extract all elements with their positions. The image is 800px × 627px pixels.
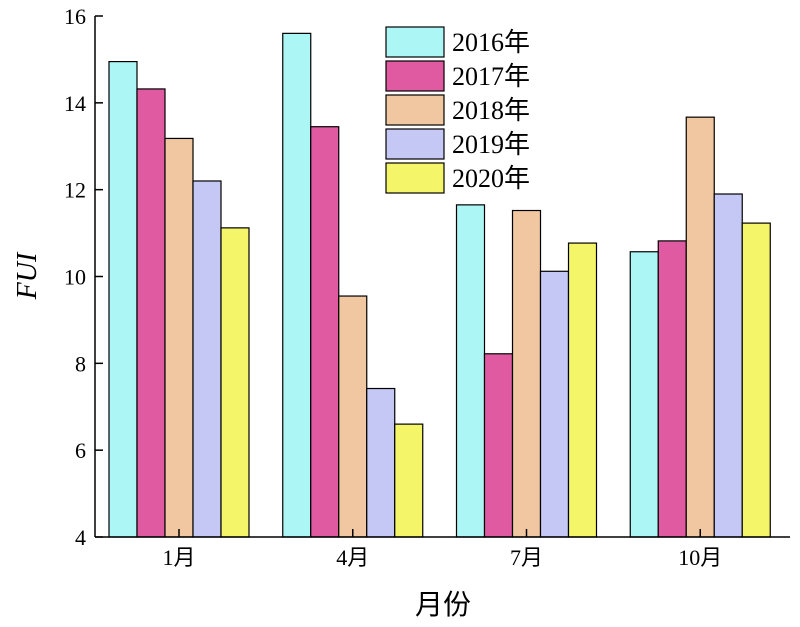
x-tick-label: 7月 [510, 545, 543, 570]
y-ticks-group: 4 6 8 10 12 14 16 [64, 4, 103, 550]
y-tick-label: 4 [75, 525, 86, 550]
x-tick-label: 1月 [162, 545, 195, 570]
bar-2019年-10月 [713, 193, 743, 538]
legend-swatch [385, 26, 445, 58]
bar-2017年-4月 [310, 126, 340, 538]
y-axis-title: FUI [12, 251, 43, 300]
bar-2017年-7月 [483, 353, 514, 538]
bar-2019年-1月 [192, 180, 222, 538]
legend-label: 2017年 [452, 62, 530, 91]
bar-2016年-7月 [455, 204, 486, 538]
y-tick-label: 6 [75, 438, 86, 463]
bar-2018年-4月 [338, 295, 368, 538]
bar-2020年-4月 [394, 423, 424, 538]
y-tick-label: 10 [64, 265, 86, 290]
bar-2020年-1月 [220, 227, 250, 538]
legend: 2016年 2017年 2018年 2019年 2020年 [385, 26, 530, 194]
bar-2017年-1月 [136, 88, 166, 538]
bar-2018年-10月 [685, 116, 715, 538]
bar-2016年-10月 [629, 251, 659, 538]
y-tick-label: 14 [64, 91, 86, 116]
bar-2017年-10月 [657, 240, 687, 538]
legend-swatch [385, 94, 445, 126]
bar-2018年-7月 [511, 209, 542, 538]
legend-label: 2018年 [452, 96, 530, 125]
bar-2020年-7月 [567, 242, 598, 538]
legend-swatch [385, 162, 445, 194]
y-tick-label: 8 [75, 351, 86, 376]
bar-2016年-4月 [282, 32, 312, 538]
legend-label: 2019年 [452, 130, 530, 159]
x-axis-title: 月份 [415, 589, 471, 621]
y-tick-label: 12 [64, 178, 86, 203]
x-tick-label: 4月 [336, 545, 369, 570]
bar-2019年-4月 [366, 387, 396, 538]
legend-swatch [385, 60, 445, 92]
bars-group [108, 32, 771, 538]
bar-2016年-1月 [108, 60, 138, 538]
y-tick-label: 16 [64, 4, 86, 29]
x-ticks-group: 1月 4月 7月 10月 [162, 529, 722, 570]
x-tick-label: 10月 [678, 545, 722, 570]
legend-label: 2016年 [452, 28, 530, 57]
bar-2018年-1月 [164, 137, 194, 538]
legend-label: 2020年 [452, 164, 530, 193]
bar-2019年-7月 [539, 270, 570, 538]
legend-swatch [385, 128, 445, 160]
bar-2020年-10月 [741, 222, 771, 538]
